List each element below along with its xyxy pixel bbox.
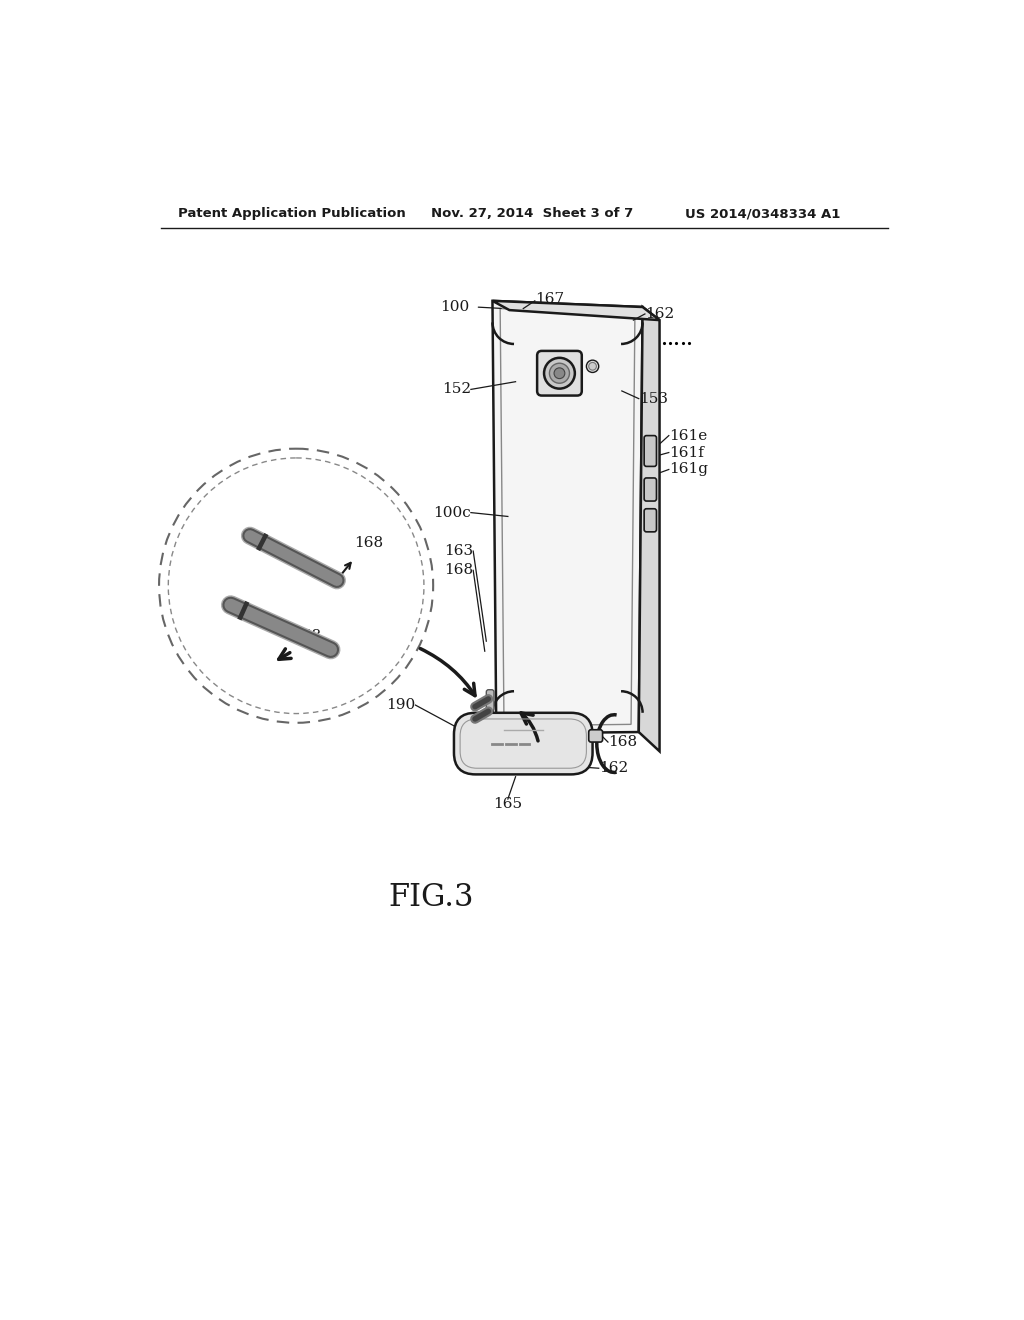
Text: Nov. 27, 2014  Sheet 3 of 7: Nov. 27, 2014 Sheet 3 of 7 [431, 207, 633, 220]
Text: 163: 163 [444, 544, 473, 558]
Circle shape [587, 360, 599, 372]
Polygon shape [493, 301, 659, 321]
Polygon shape [639, 308, 659, 751]
Circle shape [159, 449, 433, 723]
Text: 161g: 161g [670, 462, 709, 477]
Text: 161f: 161f [670, 446, 705, 459]
Text: Patent Application Publication: Patent Application Publication [178, 207, 407, 220]
Circle shape [554, 368, 565, 379]
Text: 168: 168 [444, 564, 473, 577]
Text: 100: 100 [440, 300, 469, 314]
FancyBboxPatch shape [486, 689, 494, 711]
Circle shape [589, 363, 596, 370]
Text: 168: 168 [292, 628, 322, 643]
Text: 167: 167 [535, 292, 564, 306]
FancyBboxPatch shape [589, 730, 602, 742]
FancyBboxPatch shape [644, 508, 656, 532]
Text: FIG.3: FIG.3 [388, 882, 474, 913]
Text: 162: 162 [645, 308, 674, 321]
FancyBboxPatch shape [644, 436, 656, 466]
Polygon shape [493, 301, 643, 734]
Text: US 2014/0348334 A1: US 2014/0348334 A1 [685, 207, 841, 220]
Circle shape [544, 358, 574, 388]
Text: 152: 152 [441, 383, 471, 396]
Text: 168: 168 [608, 735, 637, 748]
FancyBboxPatch shape [644, 478, 656, 502]
Text: 165: 165 [494, 797, 522, 810]
Text: 168: 168 [354, 536, 383, 550]
FancyBboxPatch shape [454, 713, 593, 775]
FancyBboxPatch shape [538, 351, 582, 396]
Text: 190: 190 [386, 698, 416, 711]
Text: 162: 162 [599, 762, 628, 775]
Text: 161e: 161e [670, 429, 708, 442]
Text: 153: 153 [639, 392, 668, 405]
Circle shape [550, 363, 569, 383]
Text: 100c: 100c [433, 506, 471, 520]
